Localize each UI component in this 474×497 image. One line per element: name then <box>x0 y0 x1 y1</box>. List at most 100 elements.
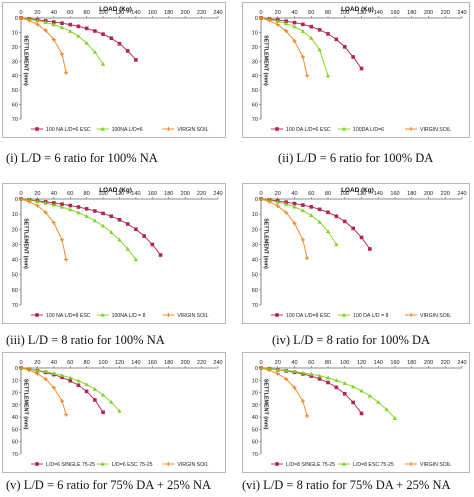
data-point <box>301 203 305 207</box>
y-tick-label: 40 <box>252 415 258 421</box>
data-point <box>68 378 73 383</box>
x-tick-label: 220 <box>441 191 450 197</box>
y-tick-label: 70 <box>12 452 18 458</box>
legend-marker <box>341 126 347 131</box>
data-point <box>301 22 305 27</box>
legend-marker <box>409 127 413 131</box>
data-point <box>309 371 314 376</box>
y-tick-label: 70 <box>252 303 258 309</box>
data-point <box>267 199 272 204</box>
data-point <box>284 28 289 33</box>
data-point <box>109 214 114 219</box>
chart-panel-2: 0 20 40 60 80 100 120 140 160 180 200 220 240 0 10 20 30… <box>242 2 470 138</box>
x-tick-label: 120 <box>357 360 366 366</box>
data-point <box>92 49 97 54</box>
x-tick-label: 140 <box>374 10 383 16</box>
data-point <box>305 413 310 418</box>
data-point <box>158 253 163 257</box>
data-point <box>43 20 48 24</box>
x-tick-label: 140 <box>374 191 383 197</box>
data-point <box>376 399 381 404</box>
legend-marker <box>166 462 171 466</box>
x-tick-label: 180 <box>164 10 173 16</box>
data-point <box>359 388 364 393</box>
data-point <box>284 201 289 206</box>
x-tick-label: 180 <box>164 360 173 366</box>
chart-caption: (v) L/D = 6 ratio for 75% DA + 25% NA <box>6 478 212 492</box>
data-point <box>275 22 280 27</box>
chart-svg-5: 0 20 40 60 80 100 120 140 160 180 200 220 240 0 10 20 30… <box>12 360 223 468</box>
data-point <box>259 197 263 201</box>
legend-marker <box>409 462 413 466</box>
chart-svg-1: 0 20 40 60 80 100 120 140 160 180 200 220 240 0 10 20 30… <box>12 6 223 133</box>
y-tick-label: 20 <box>12 227 18 233</box>
x-tick-label: 200 <box>180 360 189 366</box>
data-point <box>117 217 122 222</box>
x-axis-label: LOAD (Kg) <box>341 187 374 194</box>
chart-svg-6: 0 20 40 60 80 100 120 140 160 180 200 220 240 0 10 20 30… <box>252 360 467 468</box>
x-tick-label: 80 <box>325 191 331 197</box>
data-point <box>27 368 32 373</box>
x-tick-label: 80 <box>84 360 90 366</box>
y-tick-label: 10 <box>12 378 18 384</box>
data-point <box>305 73 310 78</box>
x-tick-label: 240 <box>457 191 466 197</box>
x-tick-label: 20 <box>34 191 40 197</box>
legend-label: L/D=8 ESC 75-25 <box>353 462 394 468</box>
data-point <box>334 242 339 247</box>
y-tick-label: 20 <box>252 391 258 397</box>
x-tick-label: 200 <box>424 10 433 16</box>
data-point <box>100 223 106 228</box>
legend-marker <box>166 127 171 131</box>
data-point <box>275 371 280 376</box>
x-tick-label: 140 <box>374 360 383 366</box>
data-point <box>100 61 106 66</box>
data-point <box>68 203 73 208</box>
data-point <box>305 256 310 261</box>
data-point <box>359 235 364 240</box>
data-point <box>27 199 32 204</box>
chart-panel-6: 0 20 40 60 80 100 120 140 160 180 200 220 240 0 10 20 30… <box>242 352 470 473</box>
y-tick-label: 50 <box>252 88 258 94</box>
chart-panel-1: 0 20 40 60 80 100 120 140 160 180 200 220 240 0 10 20 30… <box>2 2 226 138</box>
data-point <box>309 24 314 29</box>
legend-label: 100 DA L/D = 8 <box>353 313 388 319</box>
x-axis-label: LOAD (Kg) <box>341 6 374 13</box>
data-point <box>68 207 73 212</box>
legend-label: VIRGIN SOIL <box>177 462 208 468</box>
x-tick-label: 200 <box>180 191 189 197</box>
data-point <box>317 28 322 32</box>
legend-marker <box>100 461 105 466</box>
x-tick-label: 220 <box>197 191 206 197</box>
x-tick-label: 100 <box>98 360 107 366</box>
chart-caption: (vi) L/D = 8 ratio for 75% DA + 25% NA <box>242 478 451 492</box>
data-point <box>76 205 81 209</box>
data-point <box>93 29 97 33</box>
x-tick-label: 220 <box>197 10 206 16</box>
y-tick-label: 40 <box>252 74 258 80</box>
y-tick-label: 60 <box>12 103 18 109</box>
data-point <box>317 219 322 224</box>
x-tick-label: 180 <box>407 360 416 366</box>
x-tick-label: 140 <box>131 10 140 16</box>
y-tick-label: 50 <box>252 427 258 433</box>
y-tick-label: 60 <box>252 103 258 109</box>
data-point <box>59 373 65 377</box>
data-point <box>351 55 355 59</box>
chart-svg-3: 0 20 40 60 80 100 120 140 160 180 200 220 240 0 10 20 30… <box>12 187 223 319</box>
y-tick-label: 0 <box>255 197 258 203</box>
data-point <box>134 227 138 232</box>
legend-label: VIRGIN SOIL <box>420 127 451 133</box>
data-point <box>51 385 56 390</box>
chart-caption: (i) L/D = 6 ratio for 100% NA <box>6 151 158 165</box>
y-tick-label: 40 <box>12 74 18 80</box>
data-point <box>300 29 305 33</box>
data-point <box>284 19 288 23</box>
data-point <box>292 39 297 44</box>
data-point <box>392 416 398 420</box>
x-tick-label: 140 <box>131 360 140 366</box>
data-point <box>309 213 314 217</box>
x-tick-label: 180 <box>407 10 416 16</box>
data-point <box>292 20 297 25</box>
